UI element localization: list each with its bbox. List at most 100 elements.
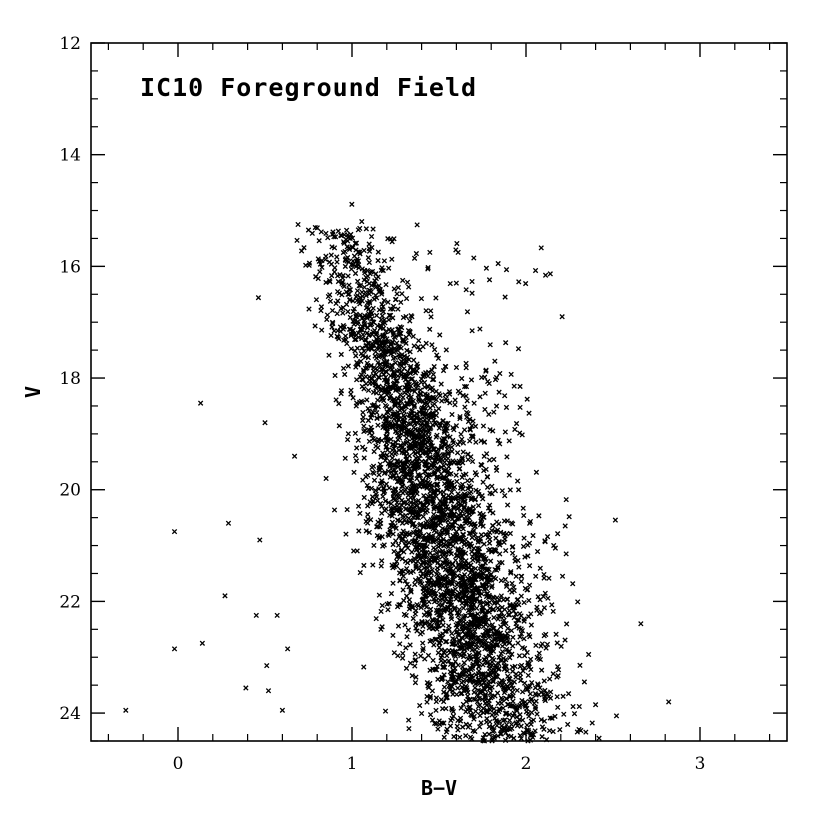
data-point xyxy=(485,534,491,541)
data-point xyxy=(465,724,471,730)
data-point xyxy=(469,665,476,672)
data-point xyxy=(402,377,409,383)
data-point xyxy=(525,672,531,679)
data-point xyxy=(410,416,417,423)
data-point xyxy=(510,643,516,649)
data-point xyxy=(464,478,471,484)
data-point xyxy=(376,472,382,478)
data-point xyxy=(447,723,454,729)
data-point xyxy=(437,575,443,582)
data-point xyxy=(540,593,547,600)
data-point xyxy=(525,684,532,690)
data-point xyxy=(472,496,479,502)
data-point xyxy=(418,653,424,659)
data-point xyxy=(525,662,531,668)
data-point xyxy=(366,280,372,287)
data-point xyxy=(401,471,408,477)
data-point xyxy=(559,573,566,579)
data-point xyxy=(456,672,462,678)
data-point xyxy=(390,490,396,497)
data-point xyxy=(355,437,361,443)
data-point xyxy=(374,409,380,416)
data-point xyxy=(462,625,468,631)
data-point xyxy=(444,653,450,659)
data-point xyxy=(316,238,322,244)
data-point xyxy=(385,236,391,242)
data-point xyxy=(417,631,424,637)
data-point xyxy=(455,685,461,691)
data-point xyxy=(530,717,537,723)
data-point xyxy=(536,650,542,656)
data-point xyxy=(440,622,446,628)
data-point xyxy=(526,410,532,416)
data-point xyxy=(446,484,452,490)
data-point xyxy=(411,448,417,455)
data-point xyxy=(404,279,411,285)
data-point xyxy=(509,544,516,550)
data-point xyxy=(484,474,491,480)
data-point xyxy=(471,571,478,578)
data-point xyxy=(438,658,444,664)
data-point xyxy=(344,506,350,513)
data-point xyxy=(464,414,470,420)
data-point xyxy=(379,510,385,516)
data-point xyxy=(495,733,501,739)
data-point xyxy=(449,647,455,654)
data-point xyxy=(388,590,395,597)
data-point xyxy=(407,349,413,355)
data-point xyxy=(439,706,446,712)
data-point xyxy=(483,621,489,628)
data-point xyxy=(511,735,517,741)
data-point xyxy=(462,612,469,619)
data-point xyxy=(392,522,398,529)
y-tick-label: 24 xyxy=(59,704,81,724)
data-point xyxy=(468,509,474,516)
data-point xyxy=(460,526,466,532)
data-point xyxy=(305,227,312,233)
data-point xyxy=(470,557,476,563)
data-point xyxy=(503,722,510,728)
data-point xyxy=(427,712,434,718)
data-point xyxy=(435,559,441,566)
data-point xyxy=(452,604,458,611)
data-point xyxy=(368,427,374,433)
data-point xyxy=(372,340,379,346)
data-point xyxy=(562,637,568,643)
data-point xyxy=(327,298,334,304)
data-point xyxy=(543,645,549,651)
data-point xyxy=(376,283,382,289)
data-point xyxy=(463,733,469,739)
data-point xyxy=(400,412,407,419)
data-point xyxy=(354,292,360,299)
data-point xyxy=(466,652,473,658)
data-point xyxy=(448,602,455,608)
data-point xyxy=(401,549,407,555)
data-point xyxy=(367,287,374,294)
data-point xyxy=(508,680,514,686)
data-point xyxy=(486,662,492,668)
data-point xyxy=(469,278,475,285)
data-point xyxy=(483,593,490,600)
data-point xyxy=(491,547,497,553)
data-point xyxy=(443,550,449,556)
data-point xyxy=(407,318,413,324)
data-point xyxy=(444,433,450,439)
data-point xyxy=(440,418,446,424)
data-point xyxy=(404,374,410,380)
data-point xyxy=(381,340,387,346)
data-point xyxy=(370,372,377,379)
data-point xyxy=(449,411,455,418)
data-point xyxy=(332,372,338,379)
data-point xyxy=(465,485,471,492)
data-point xyxy=(441,734,447,740)
data-point xyxy=(521,512,527,519)
data-point xyxy=(365,472,371,478)
data-point xyxy=(479,582,486,588)
data-point xyxy=(490,594,496,600)
data-point xyxy=(444,531,450,537)
data-point xyxy=(612,517,619,523)
x-axis-label: B−V xyxy=(421,776,457,800)
data-point xyxy=(527,656,534,662)
data-point xyxy=(408,469,415,475)
data-point xyxy=(410,398,416,404)
